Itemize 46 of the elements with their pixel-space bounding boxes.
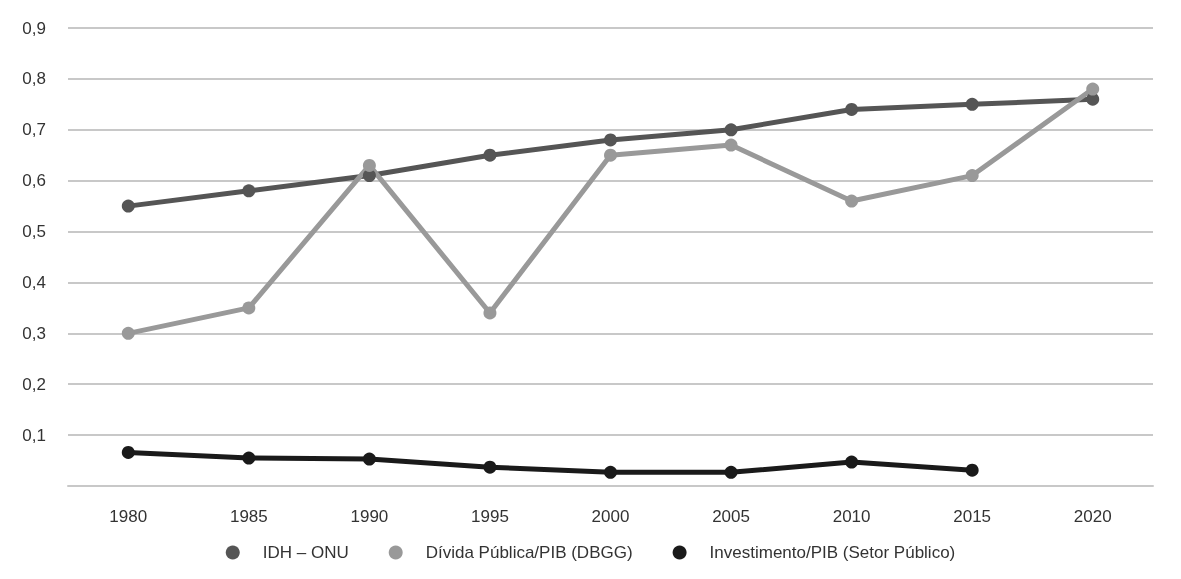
y-tick-label: 0,4 xyxy=(22,272,46,292)
y-tick-label: 0,5 xyxy=(22,222,46,242)
legend-label: Investimento/PIB (Setor Público) xyxy=(709,543,956,562)
point xyxy=(242,184,256,198)
y-tick-label: 0,2 xyxy=(22,374,46,394)
point xyxy=(845,455,859,469)
point xyxy=(965,169,979,183)
point xyxy=(604,133,617,147)
point xyxy=(242,301,256,315)
point xyxy=(121,199,135,213)
point xyxy=(965,97,979,111)
point xyxy=(1086,92,1100,106)
x-tick-label: 2015 xyxy=(953,507,992,526)
point xyxy=(362,452,376,466)
legend-label: IDH – ONU xyxy=(262,543,349,562)
x-tick-label: 1985 xyxy=(229,507,268,526)
point xyxy=(121,326,135,340)
point xyxy=(724,138,738,152)
x-tick-label: 1990 xyxy=(350,507,389,526)
x-tick-label: 2000 xyxy=(591,507,630,526)
point xyxy=(965,463,979,477)
point xyxy=(483,148,497,162)
point xyxy=(604,465,617,479)
y-tick-label: 0,3 xyxy=(22,323,46,343)
point xyxy=(362,158,376,172)
x-tick-label: 1980 xyxy=(109,507,148,526)
x-tick-label: 2020 xyxy=(1073,507,1112,526)
x-tick-label: 2010 xyxy=(832,507,871,526)
y-tick-label: 0,8 xyxy=(22,69,46,89)
point xyxy=(483,306,497,320)
point xyxy=(1086,82,1100,96)
point xyxy=(845,102,859,116)
point xyxy=(845,194,859,208)
y-tick-label: 0,7 xyxy=(22,120,46,140)
point xyxy=(604,148,617,162)
point xyxy=(724,123,738,137)
x-tick-label: 2005 xyxy=(712,507,750,526)
y-tick-label: 0,1 xyxy=(22,425,46,445)
y-tick-label: 0,9 xyxy=(22,18,46,38)
legend-label: Dívida Pública/PIB (DBGG) xyxy=(425,543,633,562)
point xyxy=(242,451,256,465)
point xyxy=(724,465,738,479)
point xyxy=(483,460,497,474)
y-tick-label: 0,6 xyxy=(22,171,46,191)
point xyxy=(121,445,135,459)
x-tick-label: 1995 xyxy=(471,507,509,526)
